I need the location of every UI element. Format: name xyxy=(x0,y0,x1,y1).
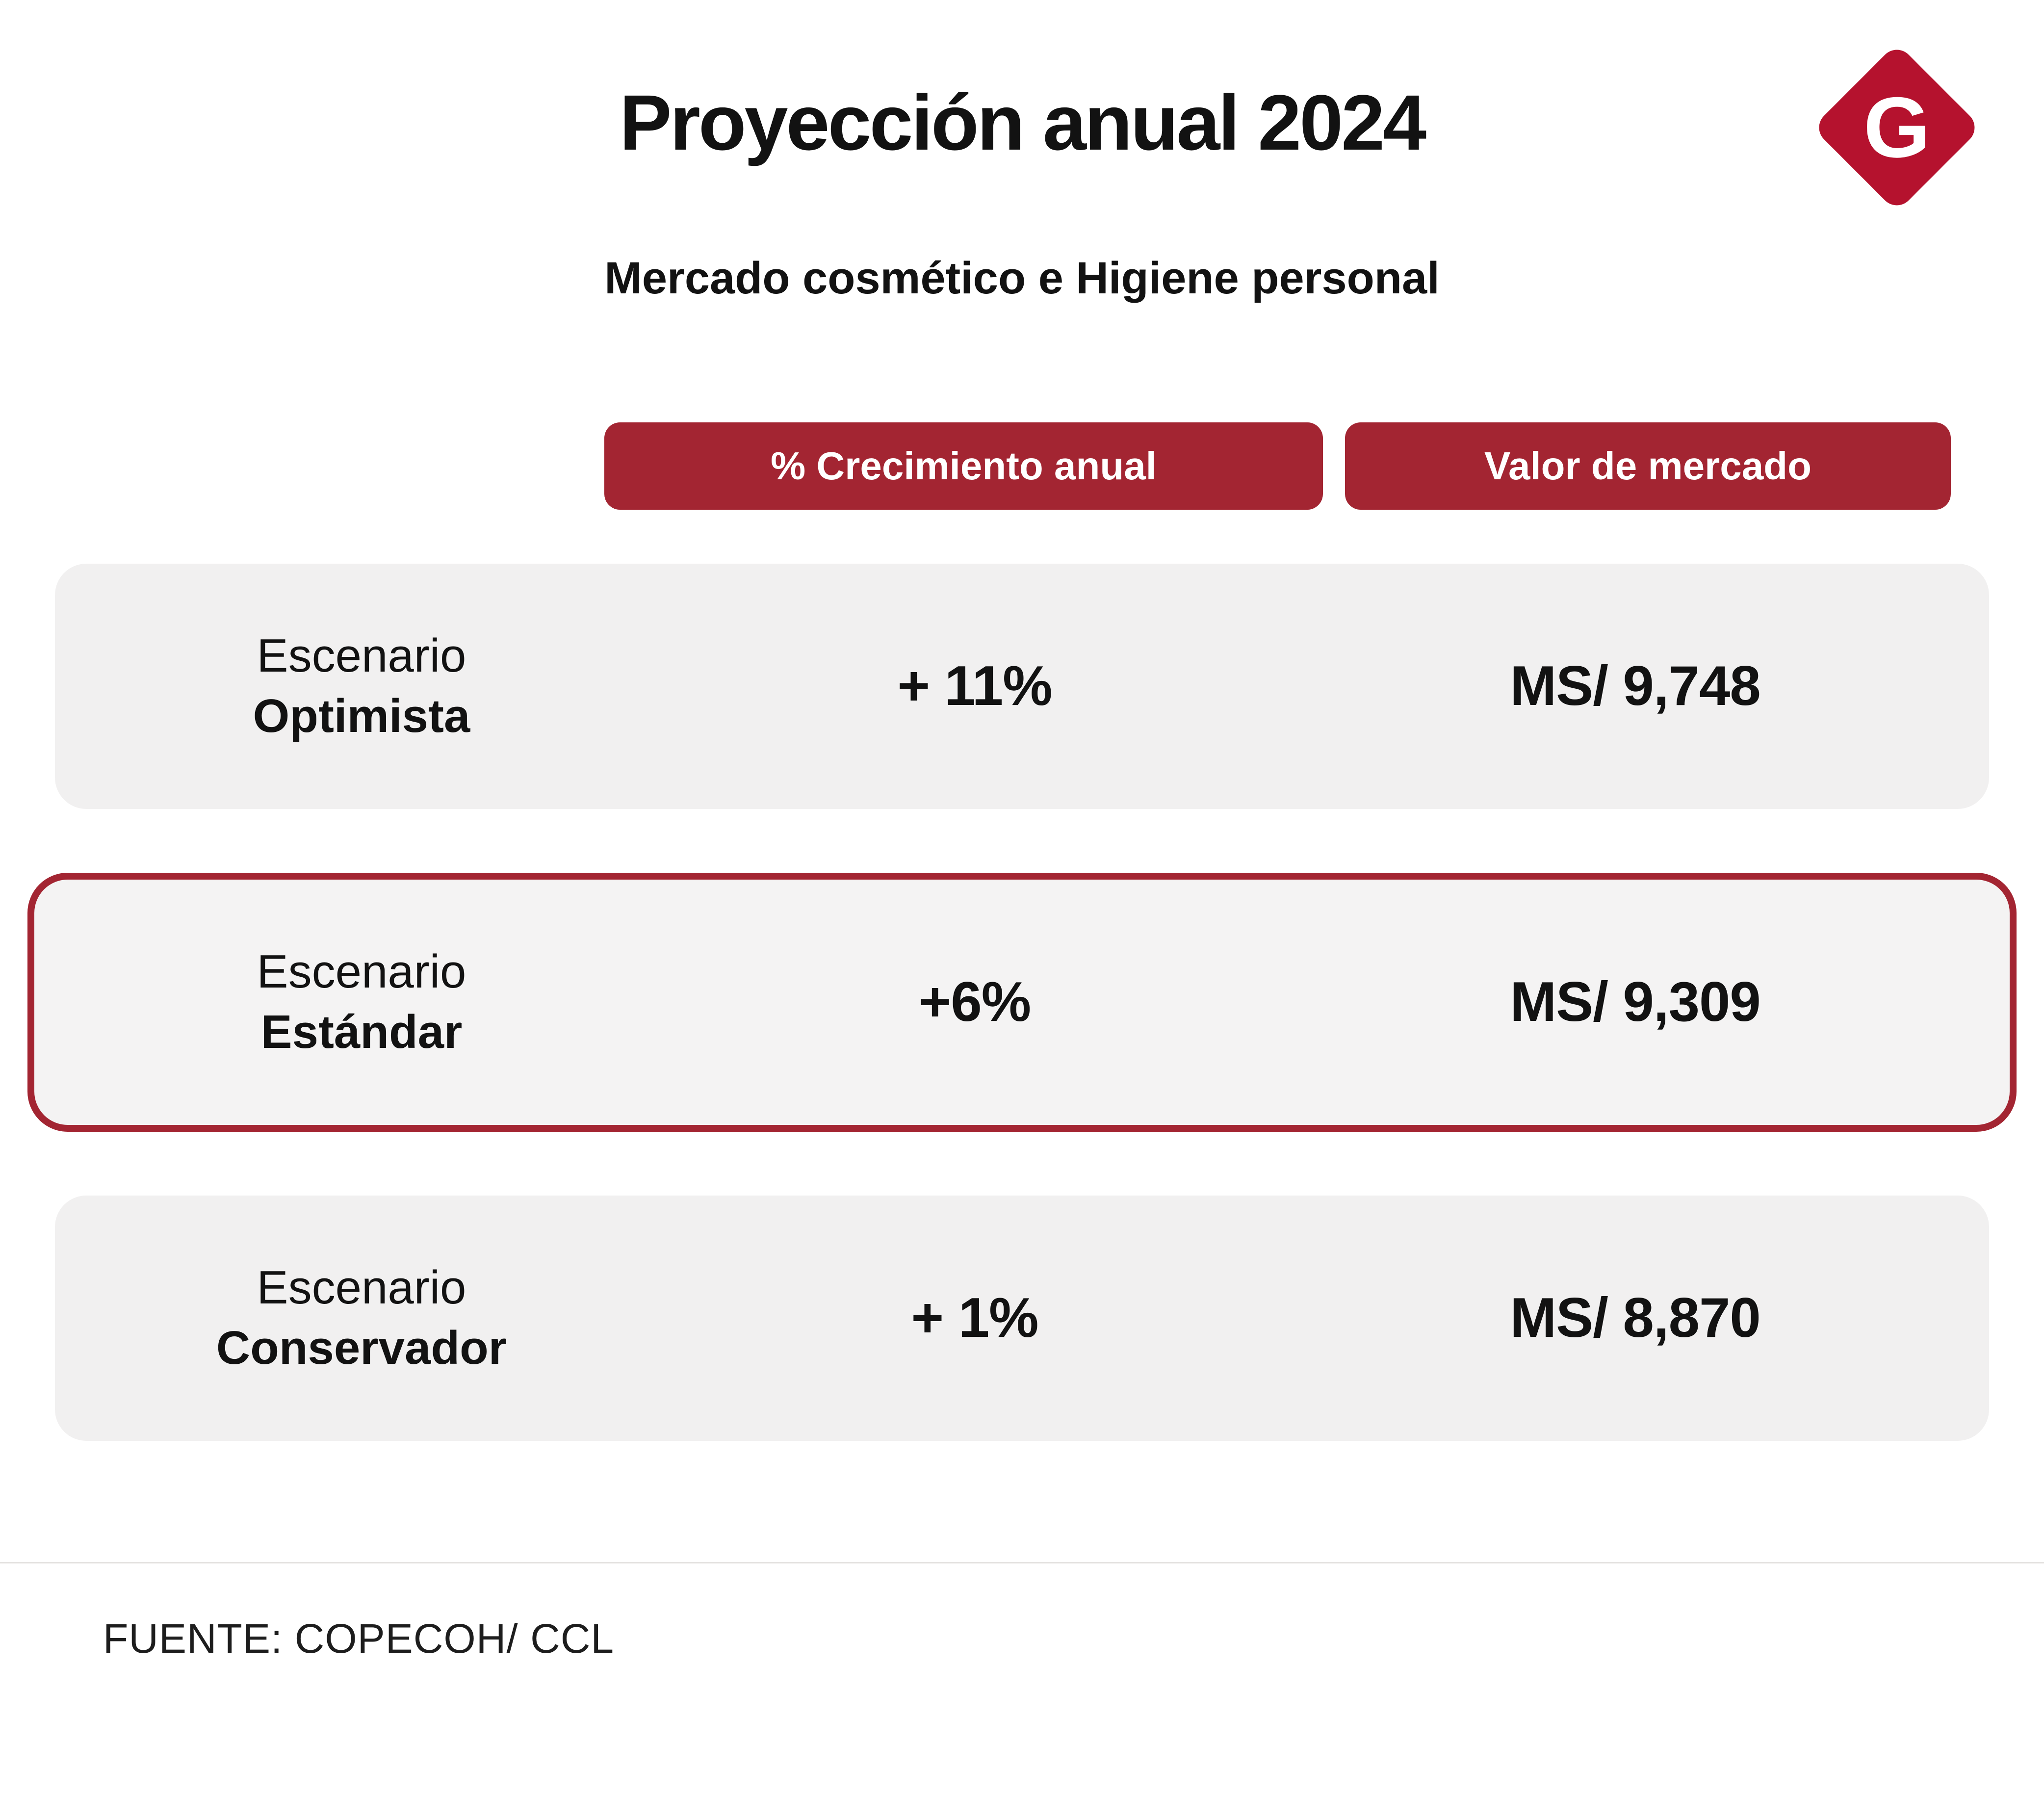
scenario-prefix: Escenario xyxy=(257,629,466,682)
market-value: MS/ 9,748 xyxy=(1510,655,1761,718)
table-row-estandar: Escenario Estándar +6% MS/ 9,309 xyxy=(27,872,2017,1132)
market-value: MS/ 8,870 xyxy=(1510,1287,1761,1350)
page-title: Proyección anual 2024 xyxy=(619,78,1426,166)
column-header-growth: % Crecimiento anual xyxy=(604,422,1323,510)
scenario-label: Escenario Optimista xyxy=(55,626,668,747)
growth-value: + 1% xyxy=(911,1287,1038,1350)
market-value: MS/ 9,309 xyxy=(1510,971,1761,1034)
source-text: FUENTE: COPECOH/ CCL xyxy=(103,1615,615,1662)
column-header-market-value: Valor de mercado xyxy=(1345,422,1951,510)
header: Proyección anual 2024 Mercado cosmético … xyxy=(0,0,2044,305)
scenario-name: Optimista xyxy=(253,689,470,742)
page-subtitle: Mercado cosmético e Higiene personal xyxy=(604,253,1440,303)
logo-letter: G xyxy=(1863,79,1931,176)
growth-value: +6% xyxy=(918,971,1031,1034)
scenario-prefix: Escenario xyxy=(257,945,466,998)
scenario-name: Estándar xyxy=(260,1005,463,1058)
column-headers: % Crecimiento anual Valor de mercado xyxy=(604,422,1989,510)
scenario-table: % Crecimiento anual Valor de mercado Esc… xyxy=(0,422,2044,1441)
brand-logo: G xyxy=(1812,43,1982,212)
scenario-label: Escenario Estándar xyxy=(55,942,668,1063)
footer-divider xyxy=(0,1562,2044,1563)
infographic-page: G Proyección anual 2024 Mercado cosmétic… xyxy=(0,0,2044,1662)
table-rows: Escenario Optimista + 11% MS/ 9,748 Esce… xyxy=(27,563,2017,1441)
scenario-label: Escenario Conservador xyxy=(55,1258,668,1379)
growth-value: + 11% xyxy=(897,655,1052,718)
scenario-name: Conservador xyxy=(216,1321,507,1374)
table-row-optimista: Escenario Optimista + 11% MS/ 9,748 xyxy=(55,563,1989,809)
scenario-prefix: Escenario xyxy=(257,1261,466,1314)
table-row-conservador: Escenario Conservador + 1% MS/ 8,870 xyxy=(55,1195,1989,1441)
